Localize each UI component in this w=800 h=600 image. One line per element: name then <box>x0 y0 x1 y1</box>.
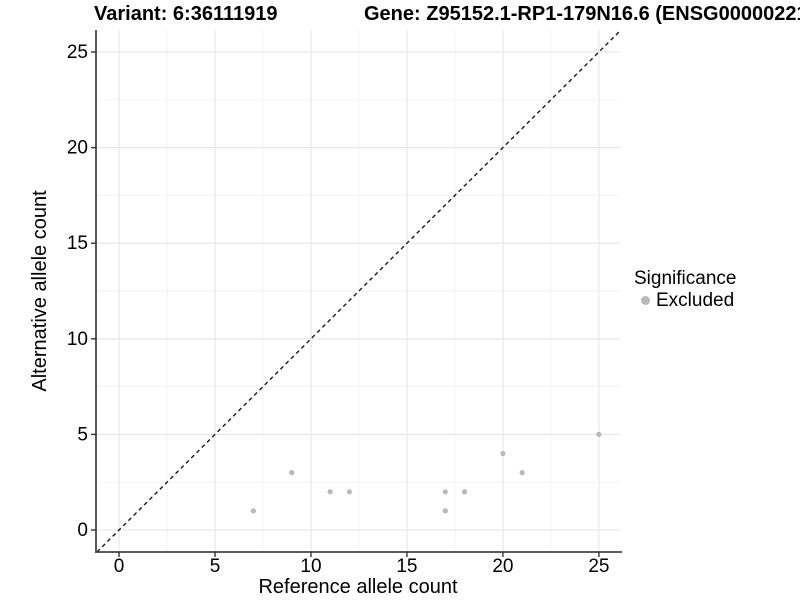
x-tick-label: 15 <box>396 556 417 577</box>
data-point <box>519 470 525 476</box>
y-tick-label: 5 <box>77 424 88 445</box>
legend-entry-label: Excluded <box>656 290 735 311</box>
gene-title: Gene: Z95152.1-RP1-179N16.6 (ENSG0000022… <box>364 3 800 25</box>
y-tick-label: 25 <box>67 42 88 63</box>
variant-title: Variant: 6:36111919 <box>94 3 278 25</box>
series-excluded <box>250 431 602 514</box>
legend-entry: Excluded <box>634 290 736 311</box>
tick-marks <box>91 51 600 557</box>
data-point <box>250 508 256 514</box>
x-tick-label: 20 <box>492 556 513 577</box>
x-tick-label: 10 <box>300 556 321 577</box>
data-point <box>461 489 468 495</box>
legend-title: Significance <box>634 268 737 289</box>
data-point <box>289 470 295 476</box>
y-tick-label: 15 <box>67 233 88 254</box>
x-tick-label: 25 <box>588 556 609 577</box>
y-tick-label: 0 <box>77 520 88 541</box>
legend-point-icon <box>641 296 650 305</box>
data-point <box>346 489 352 495</box>
data-point <box>596 431 602 438</box>
y-tick-label: 20 <box>67 138 88 159</box>
legend: Significance Excluded <box>634 267 736 311</box>
identity-line <box>96 30 621 553</box>
data-point <box>500 450 506 457</box>
x-axis-title: Reference allele count <box>258 576 457 598</box>
grid-minor <box>96 30 620 552</box>
x-tick-label: 5 <box>210 556 221 577</box>
y-tick-label: 10 <box>67 329 88 350</box>
grid-major <box>96 30 620 552</box>
data-point <box>327 489 333 495</box>
x-tick-label: 0 <box>114 556 125 577</box>
y-axis-title: Alternative allele count <box>29 190 51 392</box>
data-point <box>442 508 448 514</box>
data-point <box>442 489 448 495</box>
